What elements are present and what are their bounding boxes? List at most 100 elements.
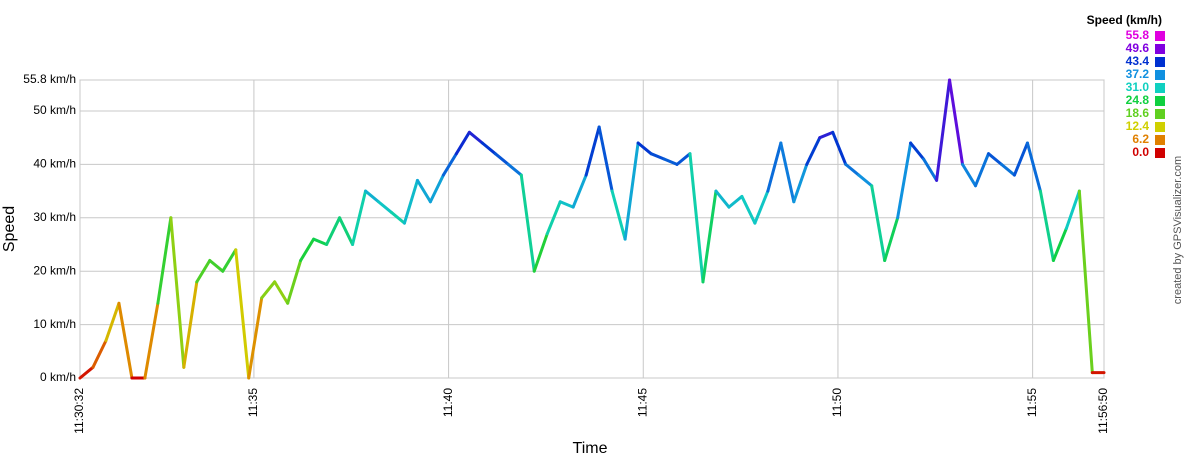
line-segment — [688, 152, 705, 284]
line-segment — [870, 184, 887, 263]
y-tick-label: 20 km/h — [33, 263, 76, 277]
line-segment — [260, 280, 277, 300]
legend-swatch — [1155, 83, 1165, 93]
line-segment — [1012, 141, 1029, 177]
line-segment — [532, 232, 549, 273]
line-segment — [402, 178, 419, 225]
y-tick-label: 0 km/h — [40, 370, 76, 384]
line-segment — [480, 141, 497, 156]
line-segment — [182, 280, 199, 369]
line-segment — [766, 141, 783, 193]
legend-swatch — [1155, 31, 1165, 41]
line-segment — [143, 301, 160, 380]
x-tick-label: 11:45 — [635, 388, 649, 417]
line-segment — [999, 162, 1016, 177]
line-segment — [649, 152, 666, 161]
line-segment — [844, 162, 861, 177]
line-segment — [896, 141, 913, 220]
line-segment — [805, 136, 822, 166]
legend-swatch — [1155, 109, 1165, 119]
line-segment — [493, 152, 510, 166]
line-segment — [974, 152, 990, 188]
x-tick-label: 11:35 — [246, 388, 260, 417]
line-segment — [351, 189, 368, 246]
legend-label: 49.6 — [1126, 41, 1150, 55]
y-tick-label: 10 km/h — [33, 317, 76, 331]
line-segment — [558, 200, 575, 209]
legend-title: Speed (km/h) — [1087, 13, 1162, 27]
credit: created by GPSVisualizer.com — [1172, 156, 1184, 304]
line-segment — [454, 130, 471, 156]
line-segment — [961, 162, 978, 188]
legend-swatch — [1155, 57, 1165, 67]
line-segment — [117, 301, 134, 380]
y-tick-label: 55.8 km/h — [23, 72, 76, 86]
line-segment — [662, 157, 679, 166]
line-segment — [922, 157, 939, 182]
legend-label: 43.4 — [1126, 54, 1150, 68]
line-segment — [623, 141, 640, 241]
legend-swatch — [1155, 44, 1165, 54]
line-segment — [1064, 189, 1081, 230]
legend-label: 37.2 — [1126, 67, 1150, 81]
line-segment — [377, 200, 393, 214]
line-segment — [467, 130, 484, 145]
line-segment — [325, 216, 342, 246]
line-segment — [415, 178, 432, 204]
plot-frame — [79, 79, 1105, 379]
line-segment — [78, 365, 95, 380]
legend-swatch — [1155, 148, 1165, 158]
line-segment — [545, 200, 562, 236]
legend-label: 31.0 — [1126, 80, 1150, 94]
line-segment — [986, 152, 1003, 166]
line-segment — [506, 162, 523, 177]
legend-label: 24.8 — [1126, 93, 1150, 107]
legend-label: 18.6 — [1126, 106, 1150, 120]
y-axis-title: Speed — [1, 206, 18, 252]
legend-swatch — [1155, 135, 1165, 145]
x-tick-label: 11:55 — [1025, 388, 1039, 417]
y-tick-label: 30 km/h — [33, 210, 76, 224]
line-segment — [584, 125, 601, 177]
line-segment — [221, 248, 238, 273]
line-segment — [364, 189, 381, 204]
legend-label: 12.4 — [1126, 119, 1150, 133]
line-segment — [91, 339, 108, 369]
line-segment — [779, 141, 796, 204]
line-segment — [818, 130, 835, 140]
line-segment — [195, 259, 212, 284]
legend-label: 6.2 — [1132, 132, 1149, 146]
line-segment — [156, 216, 173, 305]
line-segment — [428, 173, 445, 204]
line-segment — [857, 173, 874, 188]
line-segment — [299, 237, 316, 263]
x-tick-label: 11:56:50 — [1096, 388, 1110, 434]
legend-label: 55.8 — [1126, 28, 1150, 42]
line-segment — [740, 194, 757, 225]
line-segment — [208, 259, 225, 273]
legend-label: 0.0 — [1132, 145, 1149, 159]
line-segment — [234, 248, 251, 380]
line-segment — [1038, 189, 1055, 263]
legend-swatch — [1155, 96, 1165, 106]
line-segment — [948, 78, 965, 166]
line-segment — [597, 125, 614, 193]
line-segment — [636, 141, 653, 156]
line-segment — [610, 189, 627, 241]
line-segment — [104, 301, 121, 343]
line-segment — [338, 216, 355, 246]
line-segment — [1051, 226, 1068, 263]
x-tick-label: 11:30:32 — [72, 388, 86, 434]
line-segment — [883, 216, 900, 263]
x-tick-label: 11:40 — [441, 388, 455, 417]
line-segment — [389, 210, 406, 225]
line-segment — [792, 162, 809, 204]
line-segment — [1025, 141, 1042, 193]
line-segment — [935, 78, 952, 182]
legend-swatch — [1155, 70, 1165, 80]
line-segment — [714, 189, 731, 209]
legend-swatch — [1155, 122, 1165, 132]
x-axis-title: Time — [573, 440, 608, 457]
line-segment — [675, 152, 692, 166]
